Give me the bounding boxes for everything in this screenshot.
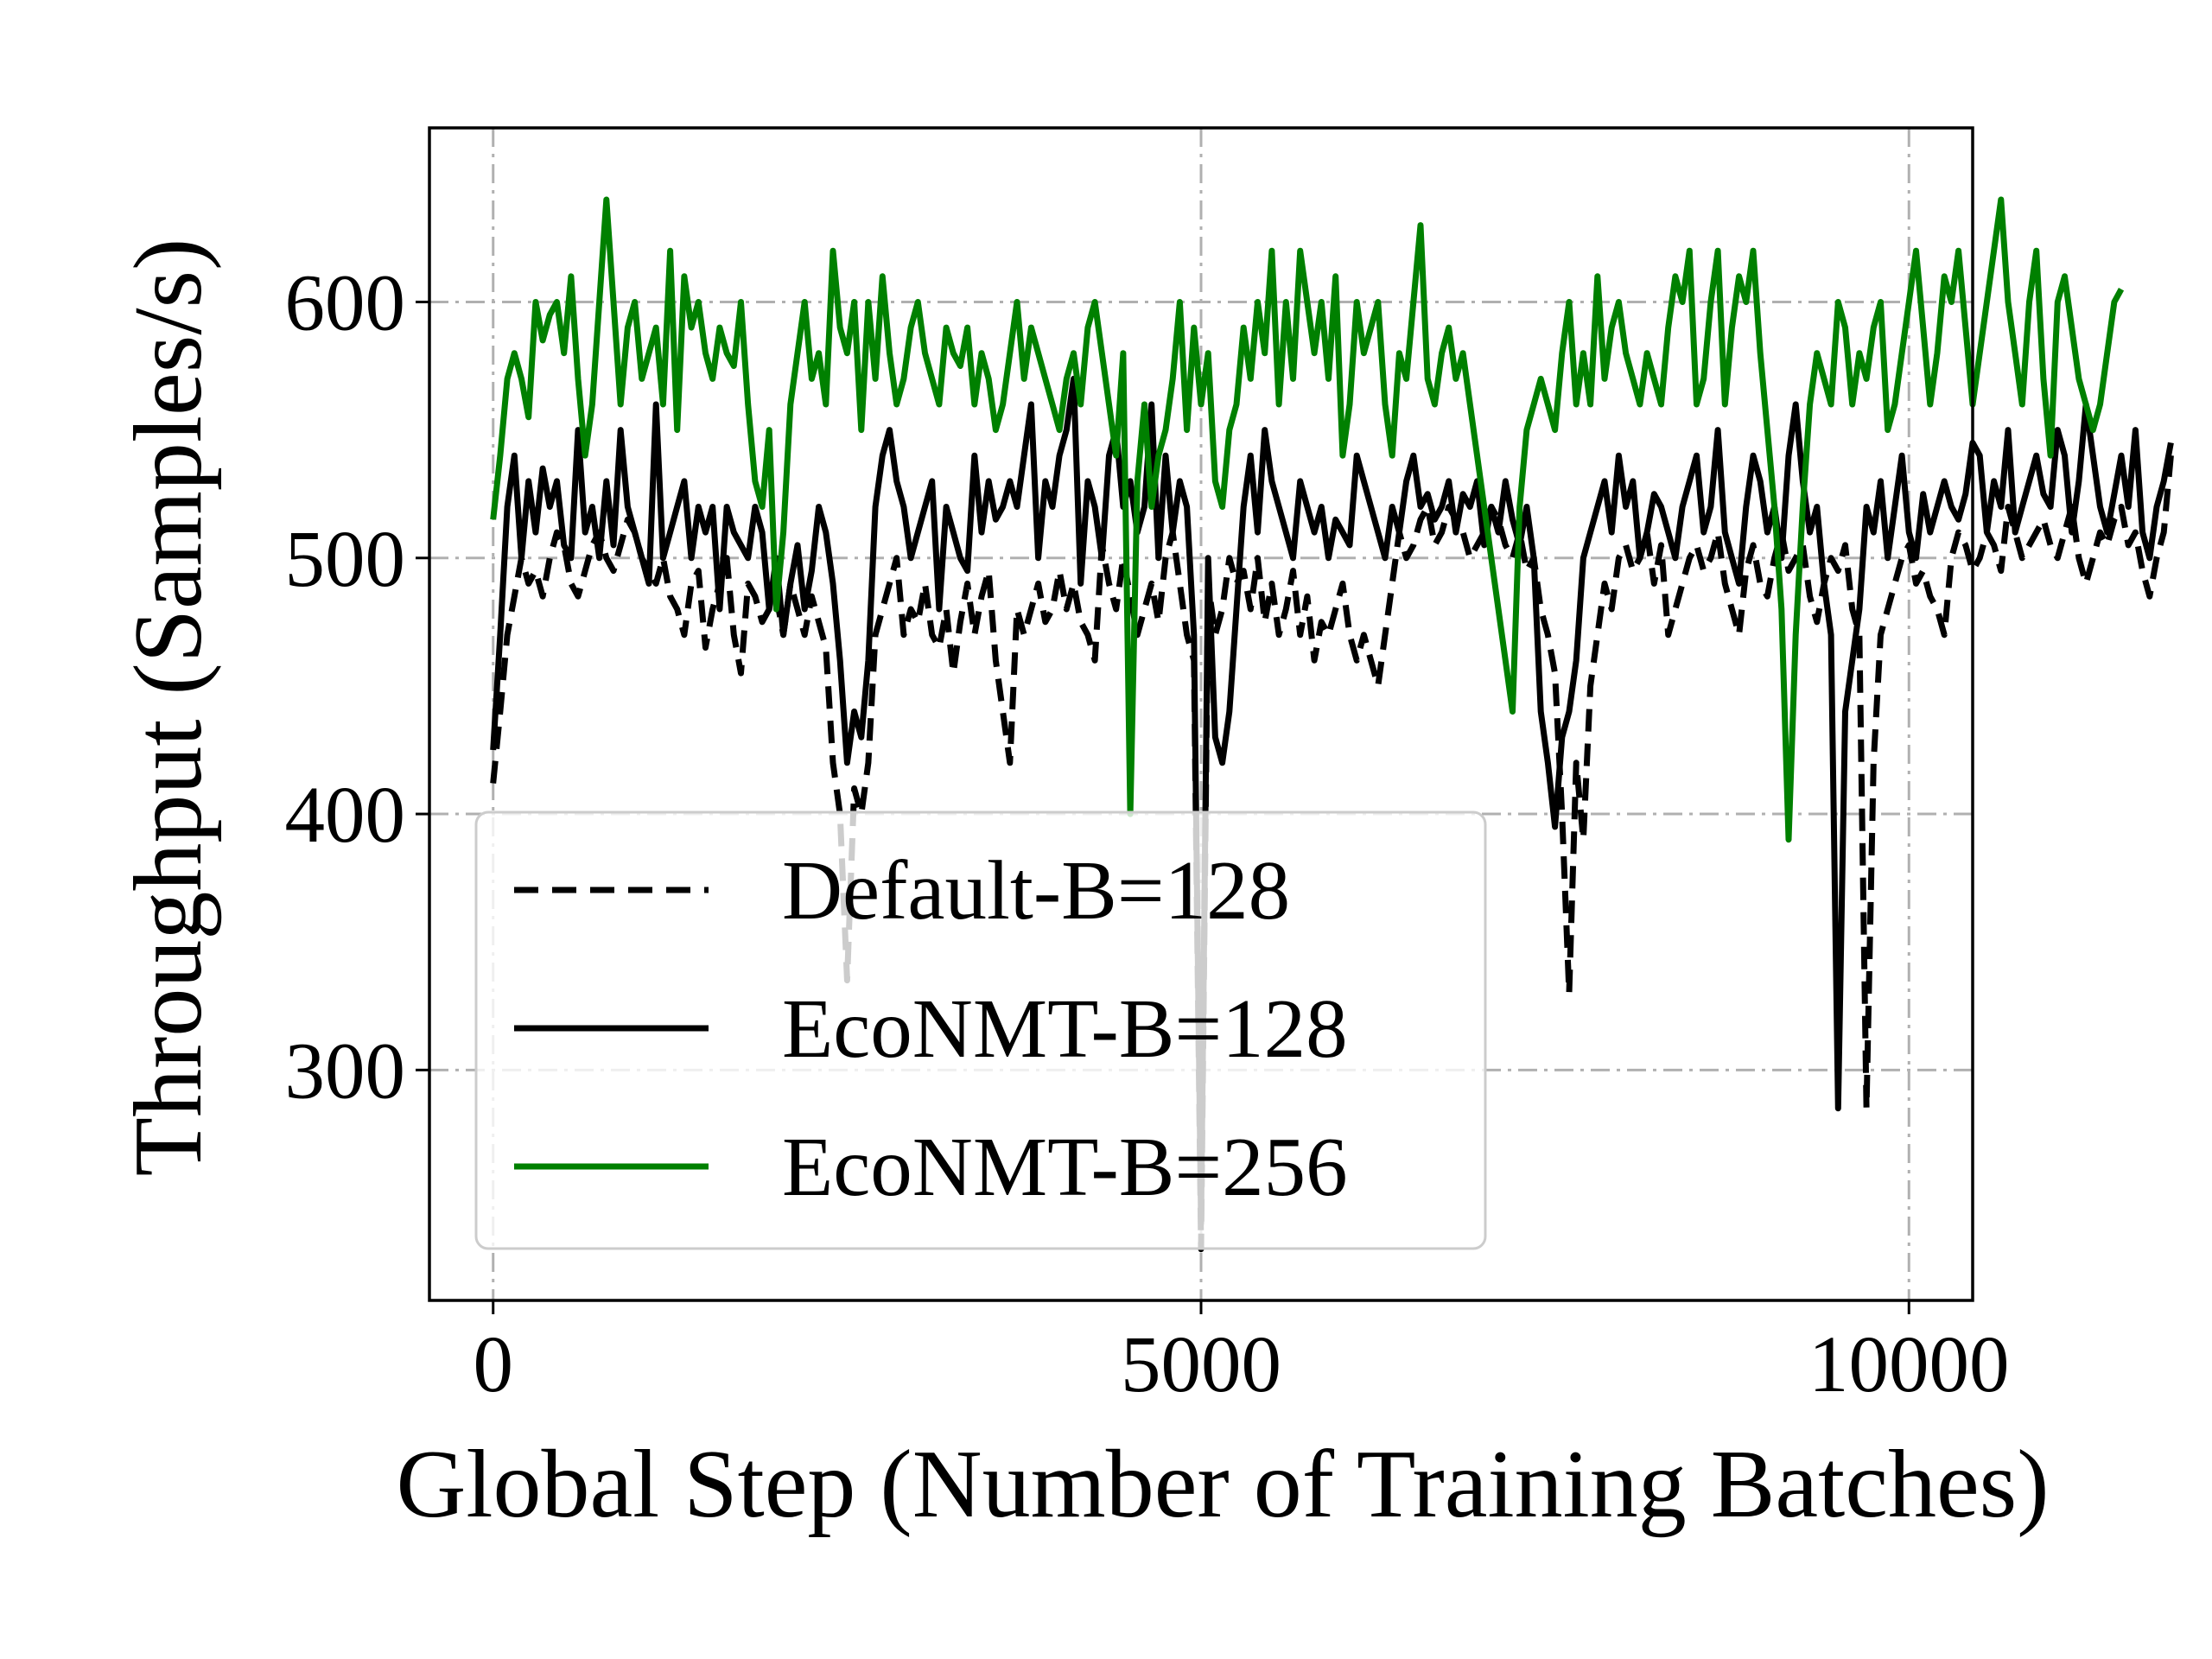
legend-label-3: EcoNMT-B=256 (782, 1121, 1348, 1213)
legend-box (474, 810, 1487, 1250)
y-tick-label: 500 (285, 515, 406, 604)
x-tick-label: 10000 (1808, 1320, 2010, 1409)
x-axis-label: Global Step (Number of Training Batches) (396, 1431, 2049, 1538)
legend-label-2: EcoNMT-B=128 (782, 982, 1348, 1075)
y-tick-label: 300 (285, 1027, 406, 1116)
legend: Default-B=128 EcoNMT-B=128 EcoNMT-B=256 (474, 810, 1487, 1250)
series-line-3 (490, 196, 2125, 843)
y-tick-label: 600 (285, 258, 406, 347)
y-tick-label: 400 (285, 771, 406, 860)
series-layer (490, 196, 2174, 1253)
x-tick-label: 0 (473, 1320, 513, 1409)
tick-layer: 0 5000 10000 300 400 500 600 (285, 258, 2010, 1409)
legend-label-1: Default-B=128 (782, 844, 1290, 937)
x-tick-label: 5000 (1121, 1320, 1281, 1409)
y-axis-label: Throughput (Samples/s) (115, 238, 222, 1177)
series-line-1 (490, 454, 2174, 1253)
